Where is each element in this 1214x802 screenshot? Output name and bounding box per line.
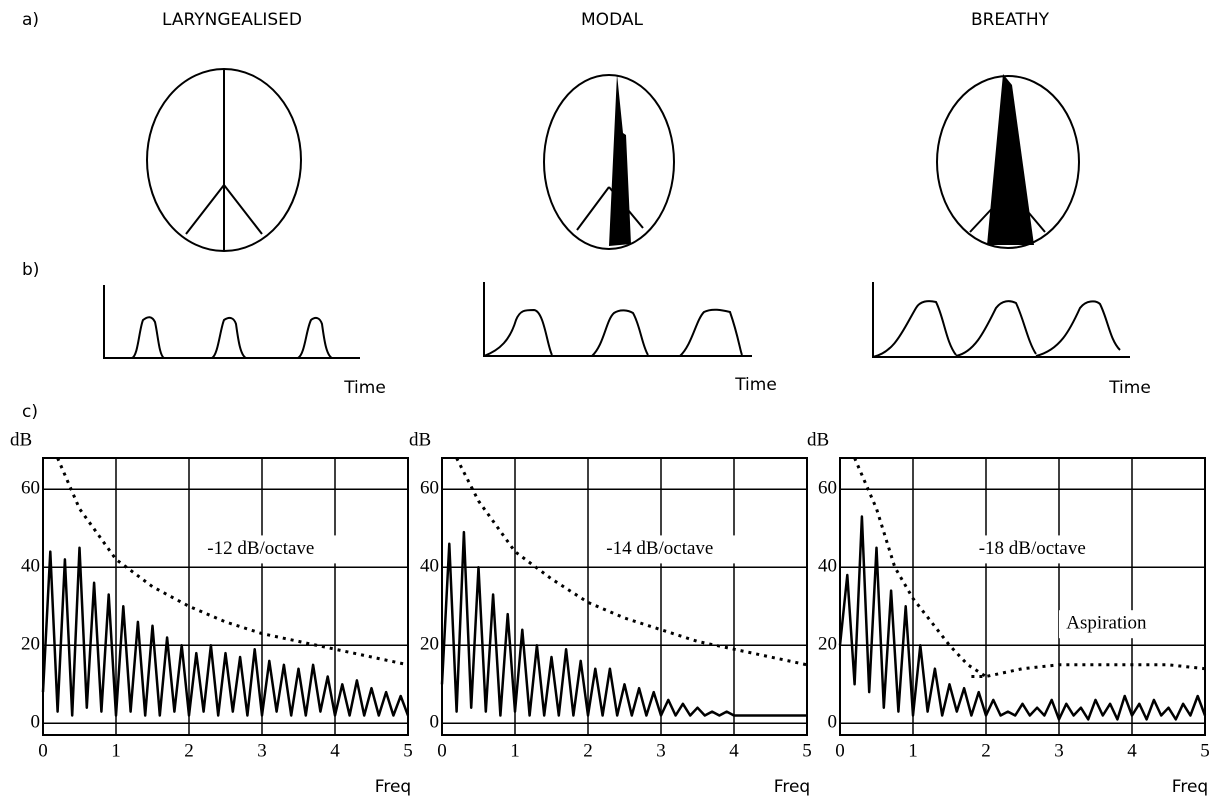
annotation-bg (199, 535, 342, 564)
x-tick-label: 3 (257, 740, 267, 761)
x-axis-label: Freq (375, 777, 411, 797)
slope-line (853, 457, 987, 678)
x-tick-label: 1 (111, 740, 121, 761)
y-tick-label: 40 (21, 556, 40, 577)
spectrum-line (440, 530, 807, 717)
x-tick-label: 4 (1127, 740, 1137, 761)
spectrum-line (41, 546, 410, 717)
axis-label: Time (1108, 378, 1151, 398)
x-tick-label: 3 (656, 740, 666, 761)
y-tick-label: 40 (420, 556, 439, 577)
x-tick-label: 5 (403, 740, 413, 761)
axis-label: Time (343, 378, 386, 398)
annotation-bg (598, 535, 741, 564)
column-title: BREATHY (971, 10, 1050, 30)
plot-frame (839, 457, 1206, 736)
x-tick-label: 0 (835, 740, 845, 761)
x-tick-label: 1 (510, 740, 520, 761)
column-title: MODAL (581, 10, 643, 30)
panel-label: b) (22, 260, 39, 280)
panel-label: c) (22, 402, 38, 422)
x-tick-label: 0 (38, 740, 48, 761)
spectrum-line (838, 515, 1207, 721)
annotation: -18 dB/octave (979, 538, 1086, 559)
y-axis-label: dB (807, 429, 829, 450)
y-tick-label: 20 (818, 634, 837, 655)
x-tick-label: 2 (981, 740, 991, 761)
x-tick-label: 5 (1200, 740, 1210, 761)
glottis-breathy (936, 74, 1080, 249)
x-tick-label: 0 (437, 740, 447, 761)
waveform-laryngealised (103, 285, 360, 359)
y-tick-label: 40 (818, 556, 837, 577)
y-tick-label: 60 (21, 478, 40, 499)
x-axis-label: Freq (1172, 777, 1208, 797)
column-title: LARYNGEALISED (162, 10, 302, 30)
x-tick-label: 2 (184, 740, 194, 761)
slope-line (971, 663, 1206, 678)
x-tick-label: 2 (583, 740, 593, 761)
y-tick-label: 0 (430, 712, 440, 733)
glottis-laryngealised (146, 68, 302, 252)
waveform-breathy (872, 282, 1130, 358)
annotation: -12 dB/octave (207, 538, 314, 559)
y-tick-label: 20 (420, 634, 439, 655)
annotation-bg (1059, 610, 1177, 639)
y-tick-label: 0 (31, 712, 41, 733)
y-tick-label: 20 (21, 634, 40, 655)
x-tick-label: 4 (729, 740, 739, 761)
x-tick-label: 3 (1054, 740, 1064, 761)
waveform-modal (483, 282, 752, 357)
panel-label: a) (22, 10, 39, 30)
x-tick-label: 4 (330, 740, 340, 761)
annotation: -14 dB/octave (606, 538, 713, 559)
x-tick-label: 5 (802, 740, 812, 761)
y-tick-label: 0 (828, 712, 838, 733)
y-axis-label: dB (409, 429, 431, 450)
y-tick-label: 60 (818, 478, 837, 499)
glottis-modal (543, 74, 675, 250)
x-axis-label: Freq (774, 777, 810, 797)
slope-line (455, 457, 808, 667)
plot-frame (441, 457, 808, 736)
y-tick-label: 60 (420, 478, 439, 499)
annotation: Aspiration (1066, 613, 1147, 634)
annotation-bg (970, 535, 1113, 564)
slope-line (56, 457, 409, 667)
y-axis-label: dB (10, 429, 32, 450)
axis-label: Time (734, 375, 777, 395)
x-tick-label: 1 (908, 740, 918, 761)
